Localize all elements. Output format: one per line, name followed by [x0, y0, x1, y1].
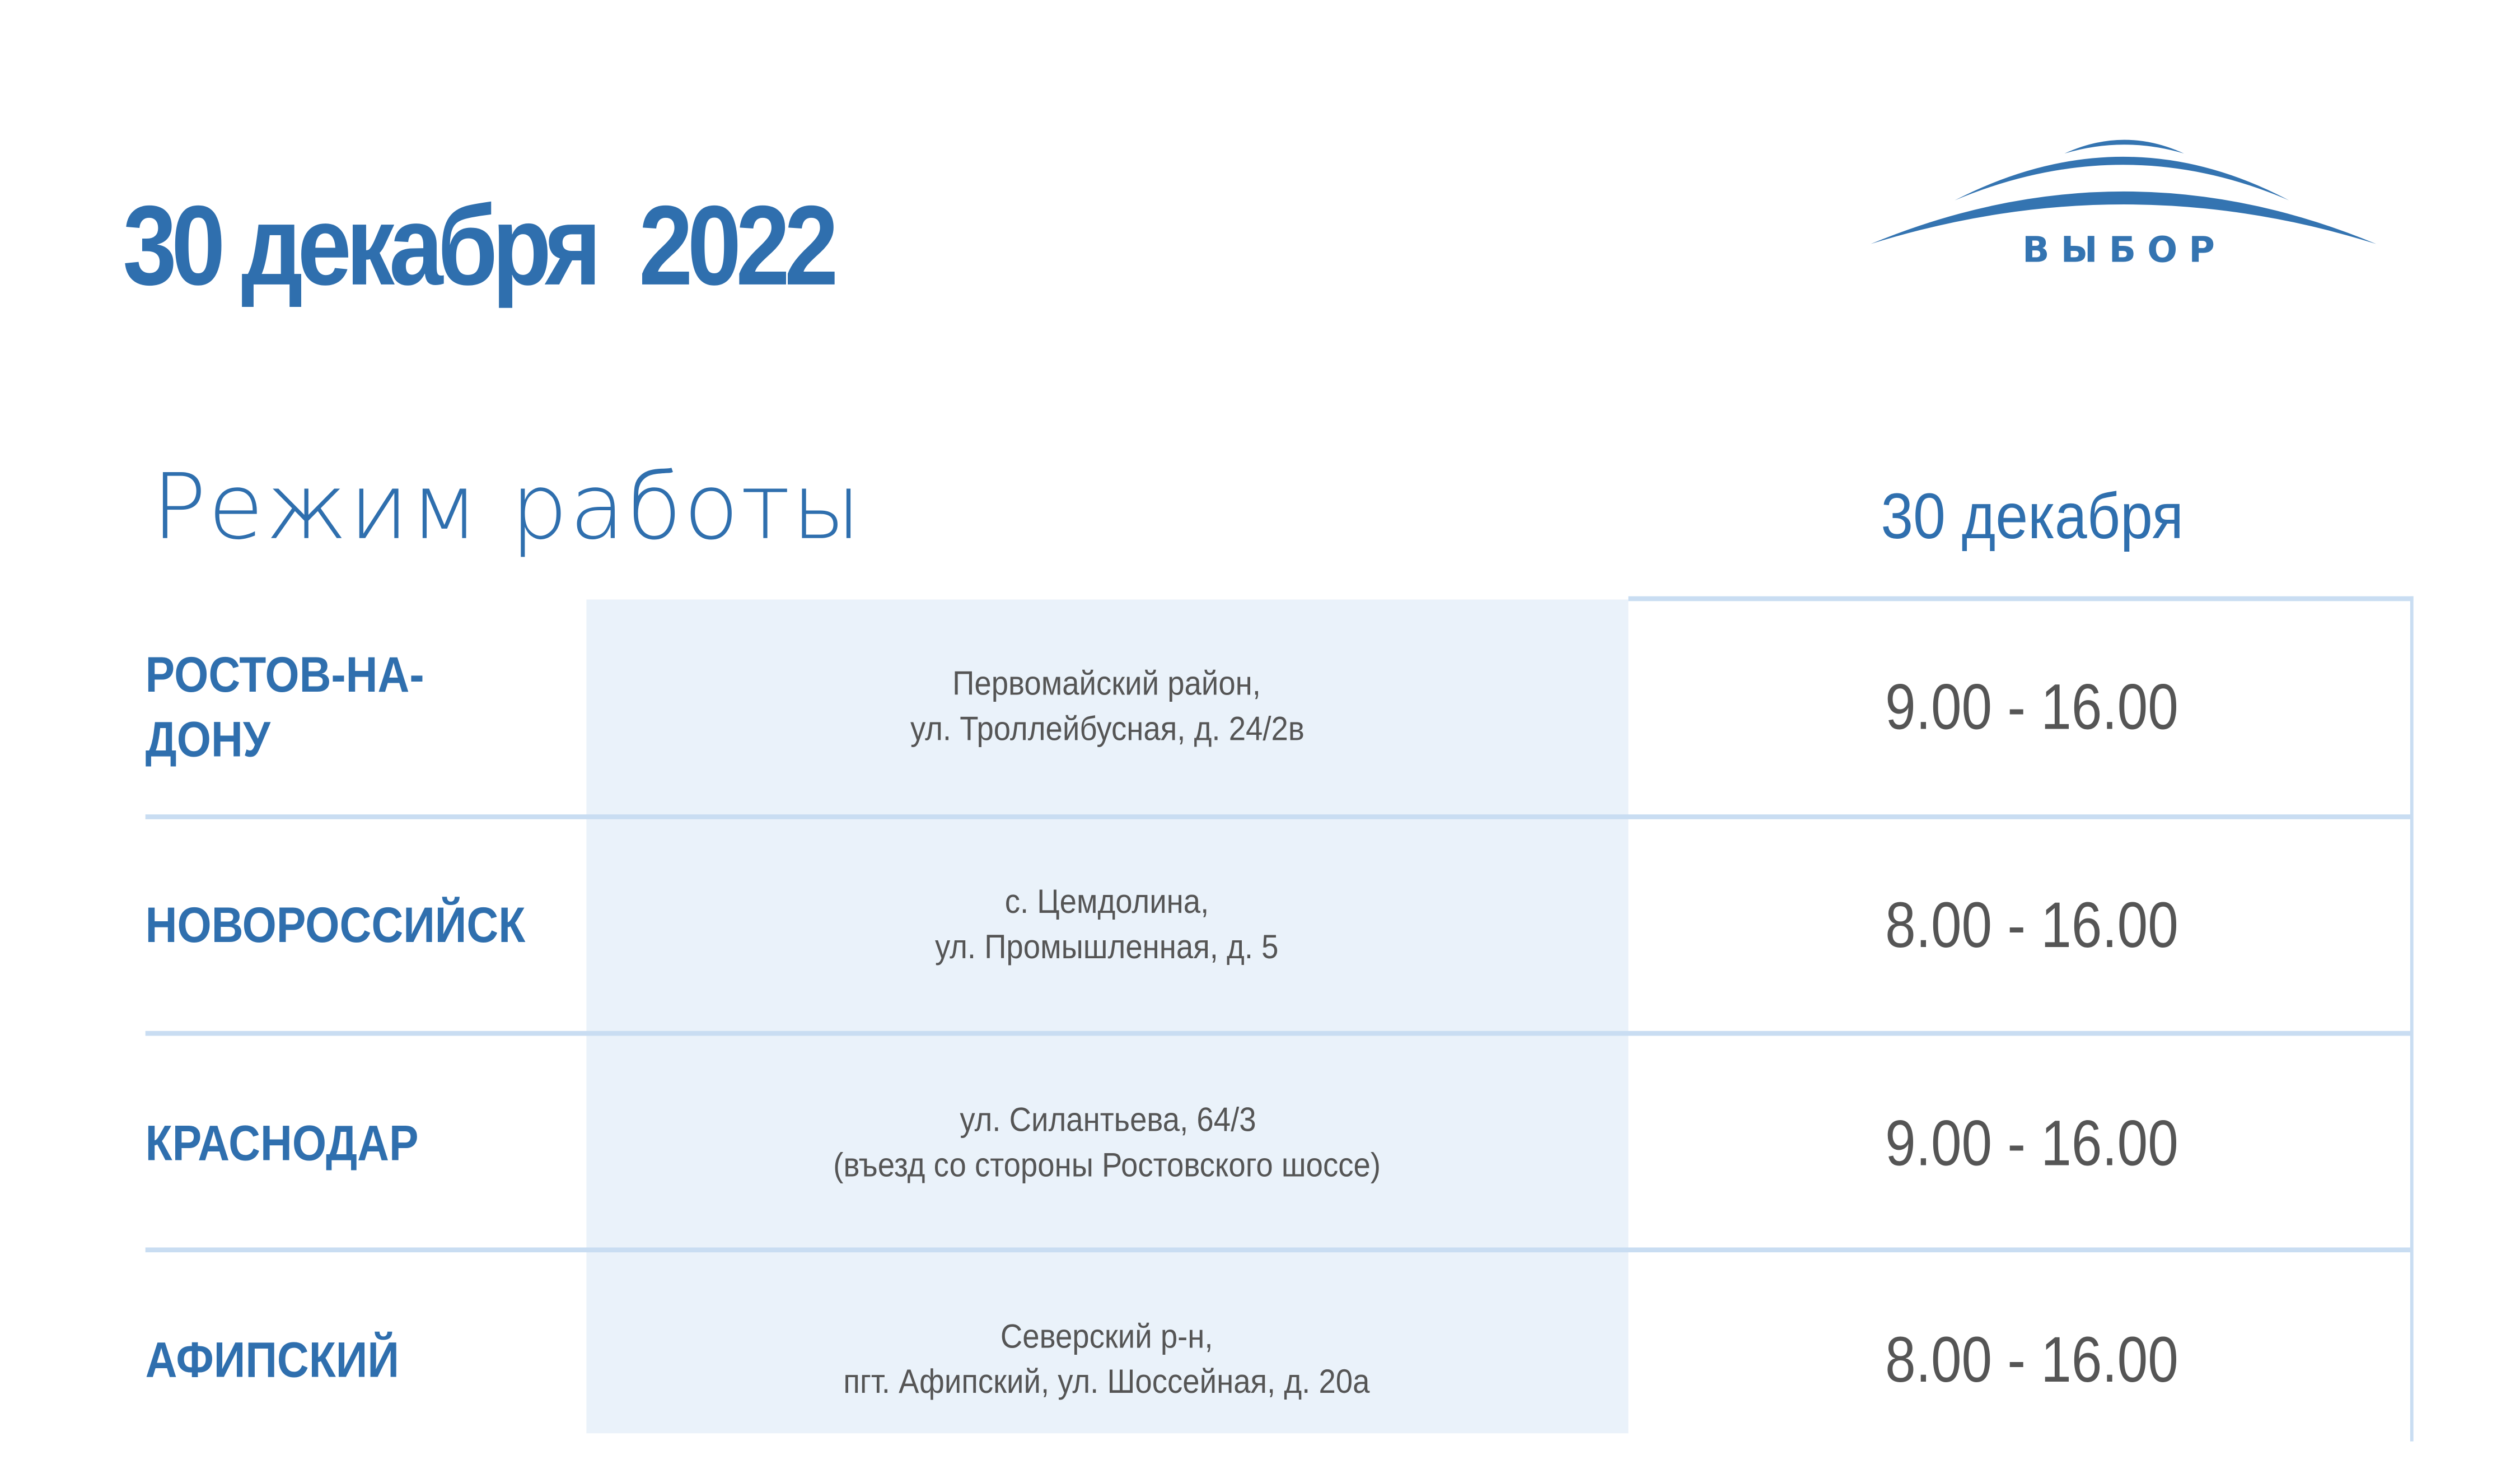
row-divider	[145, 1030, 2412, 1036]
section-title: Режим работы	[152, 455, 863, 561]
table-row: РОСТОВ-НА-ДОНУ Первомайский район, ул. Тр…	[0, 599, 2520, 816]
city-name: АФИПСКИЙ	[145, 1331, 399, 1388]
logo-text: ВЫБОР	[2022, 228, 2226, 270]
page-title: 30 декабря 2022	[123, 183, 838, 309]
address: с. Цемдолина, ул. Промышленная, д. 5	[936, 884, 1279, 967]
hours-column-frame	[1628, 596, 2414, 1442]
address: Первомайский район, ул. Троллейбусная, д.…	[910, 665, 1305, 748]
city-name: РОСТОВ-НА-ДОНУ	[145, 646, 424, 768]
table-row: КРАСНОДАР ул. Силантьева, 64/3 (въезд со …	[0, 1036, 2520, 1252]
row-divider	[145, 1247, 2412, 1253]
row-divider	[145, 814, 2412, 819]
table-row: НОВОРОССИЙСК с. Цемдолина, ул. Промышленн…	[0, 818, 2520, 1034]
address: ул. Силантьева, 64/3 (въезд со стороны Ро…	[833, 1102, 1381, 1184]
slide: 30 декабря 2022 ВЫБОР Режим работы 30 де…	[0, 139, 2520, 1442]
city-name: НОВОРОССИЙСК	[145, 897, 526, 954]
column-header-date: 30 декабря	[1881, 481, 2184, 553]
working-hours: 9.00 - 16.00	[1885, 1107, 2179, 1179]
working-hours: 8.00 - 16.00	[1885, 1324, 2179, 1396]
working-hours: 9.00 - 16.00	[1885, 671, 2179, 743]
address-column-bg	[586, 599, 1629, 1434]
working-hours: 8.00 - 16.00	[1885, 889, 2179, 961]
vybor-logo: ВЫБОР	[1871, 139, 2377, 270]
city-name: КРАСНОДАР	[145, 1114, 419, 1172]
address: Северский р-н, пгт. Афипский, ул. Шоссейн…	[844, 1318, 1371, 1401]
table-row: АФИПСКИЙ Северский р-н, пгт. Афипский, ул…	[0, 1252, 2520, 1469]
